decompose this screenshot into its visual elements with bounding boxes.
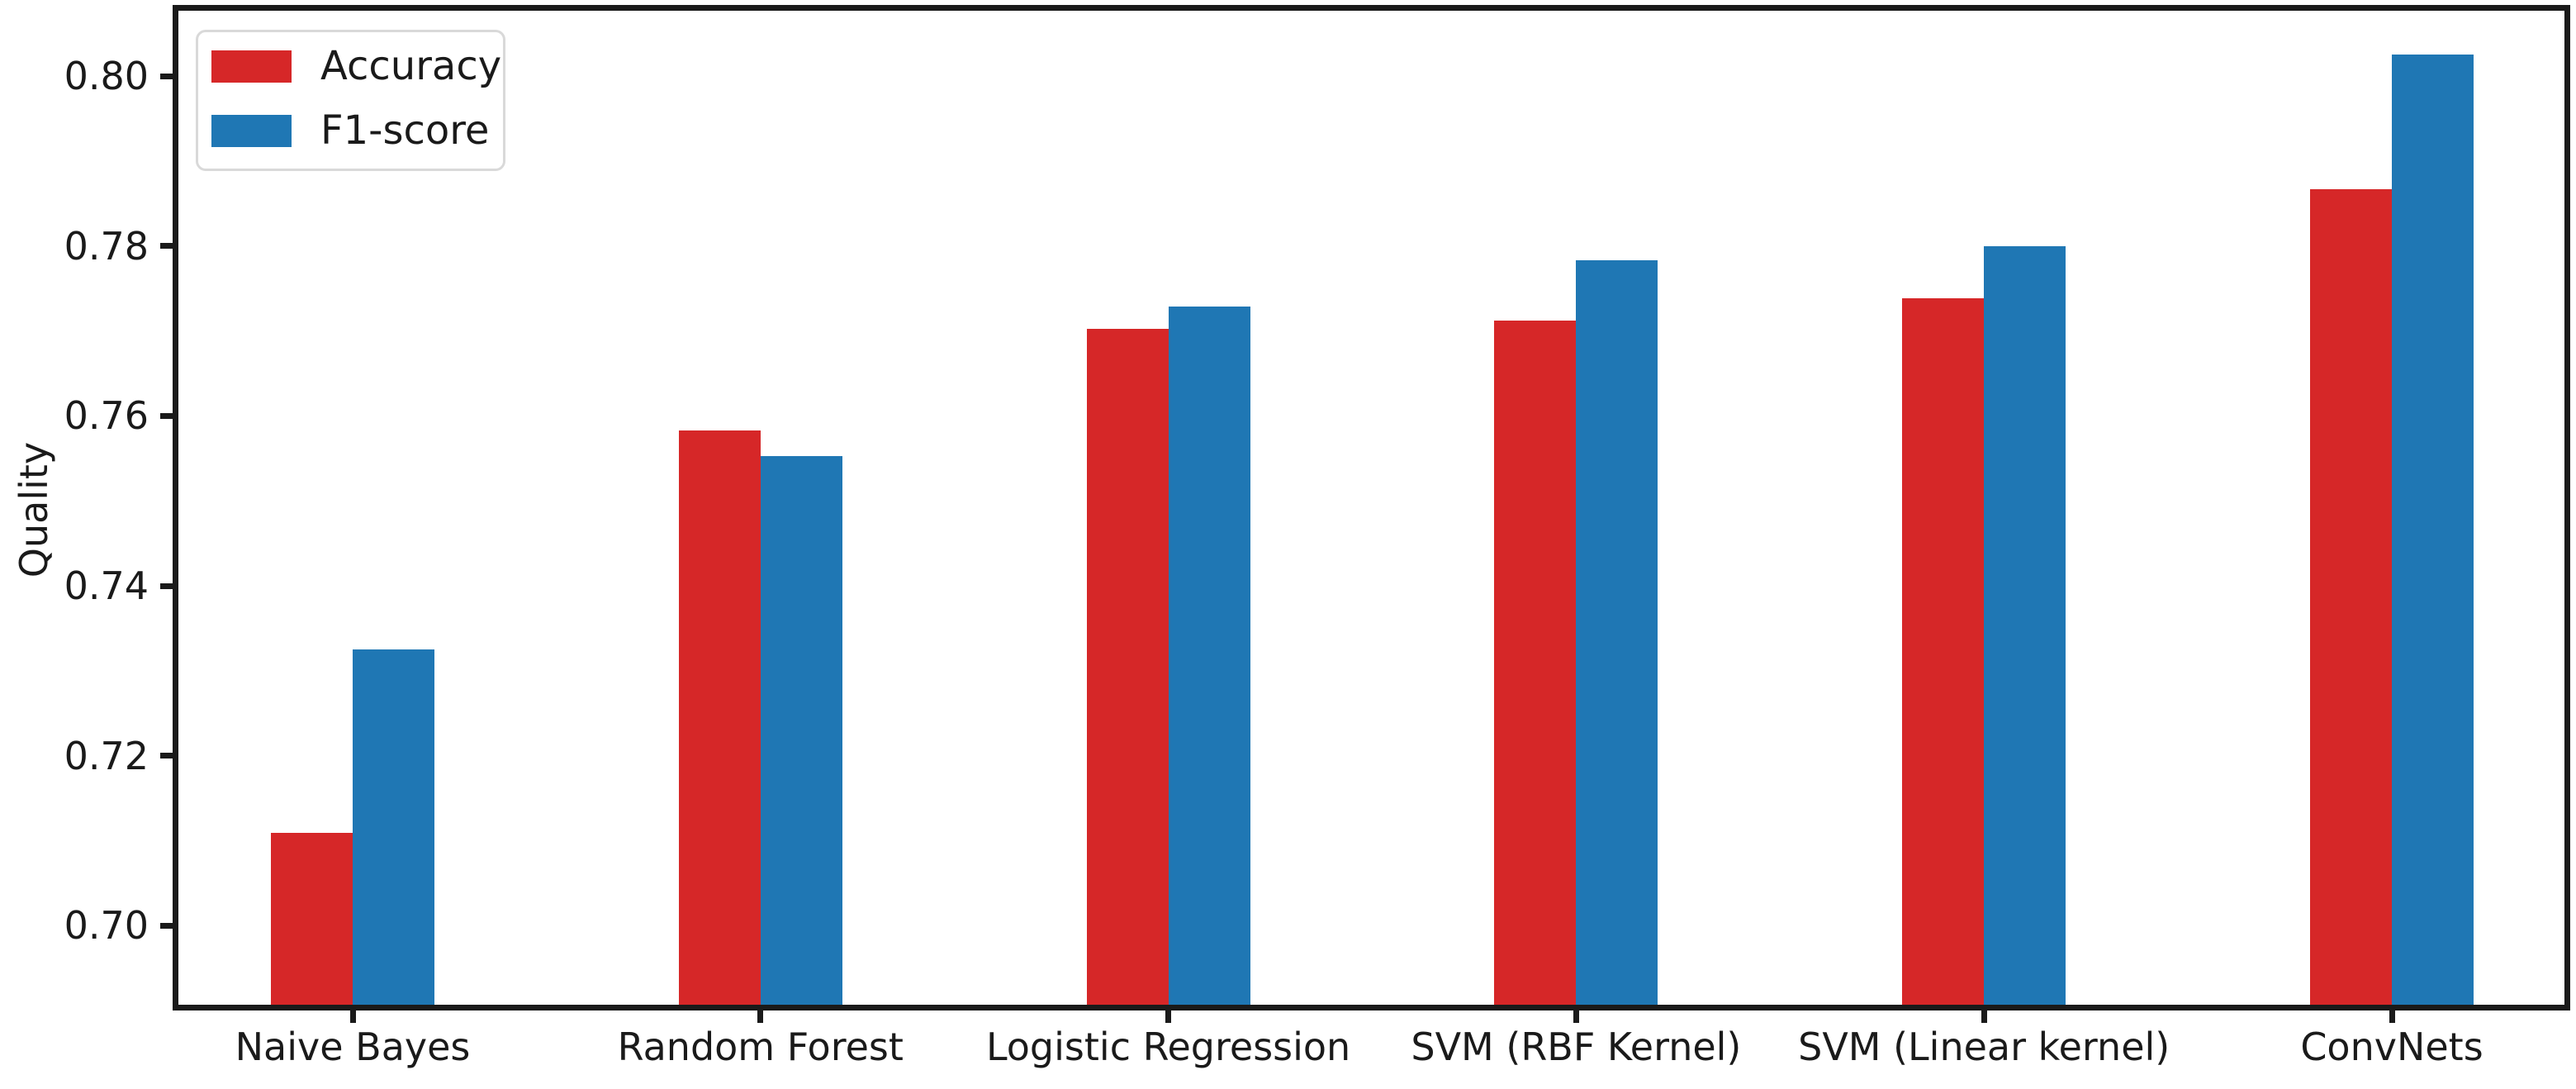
x-tick-label: SVM (Linear kernel) [1798, 1025, 2170, 1069]
y-tick-label: 0.72 [64, 733, 149, 778]
bar-accuracy [1086, 328, 1169, 1005]
x-tick-mark [2389, 1011, 2395, 1023]
legend: Accuracy F1-score [196, 30, 505, 171]
x-tick-label: Naive Bayes [235, 1025, 471, 1069]
legend-item: Accuracy [211, 43, 503, 89]
x-tick-mark [349, 1011, 356, 1023]
x-tick-mark [757, 1011, 764, 1023]
bar-f1-score [1576, 260, 1658, 1005]
x-tick-label: Logistic Regression [985, 1025, 1351, 1069]
bar-f1-score [2392, 55, 2474, 1005]
y-tick-mark [160, 753, 173, 759]
y-tick-mark [160, 583, 173, 589]
legend-item-label: F1-score [320, 107, 490, 154]
x-tick-label: ConvNets [2300, 1025, 2483, 1069]
bar-f1-score [1984, 245, 2066, 1005]
bar-f1-score [353, 649, 434, 1005]
bar-f1-score [760, 455, 842, 1005]
y-tick-label: 0.70 [64, 903, 149, 949]
legend-swatch [211, 50, 292, 83]
x-tick-label: SVM (RBF Kernel) [1411, 1025, 1742, 1069]
y-tick-mark [160, 73, 173, 79]
x-tick-label: Random Forest [617, 1025, 904, 1069]
plot-area [173, 5, 2570, 1011]
y-axis-title: Quality [12, 441, 56, 578]
x-tick-mark [1165, 1011, 1172, 1023]
bar-accuracy [678, 430, 761, 1005]
x-tick-mark [1573, 1011, 1579, 1023]
y-tick-label: 0.74 [64, 564, 149, 609]
legend-item: F1-score [211, 107, 503, 154]
y-tick-label: 0.76 [64, 393, 149, 439]
y-tick-label: 0.78 [64, 223, 149, 269]
bar-accuracy [2310, 188, 2392, 1005]
legend-item-label: Accuracy [320, 43, 502, 89]
bar-f1-score [1168, 306, 1250, 1005]
y-tick-label: 0.80 [64, 54, 149, 99]
legend-swatch [211, 115, 292, 147]
bar-accuracy [271, 833, 353, 1005]
y-tick-mark [160, 243, 173, 250]
y-tick-mark [160, 922, 173, 929]
bar-accuracy [1902, 297, 1985, 1005]
bar-accuracy [1494, 321, 1577, 1005]
y-tick-mark [160, 412, 173, 419]
x-tick-mark [1981, 1011, 1987, 1023]
